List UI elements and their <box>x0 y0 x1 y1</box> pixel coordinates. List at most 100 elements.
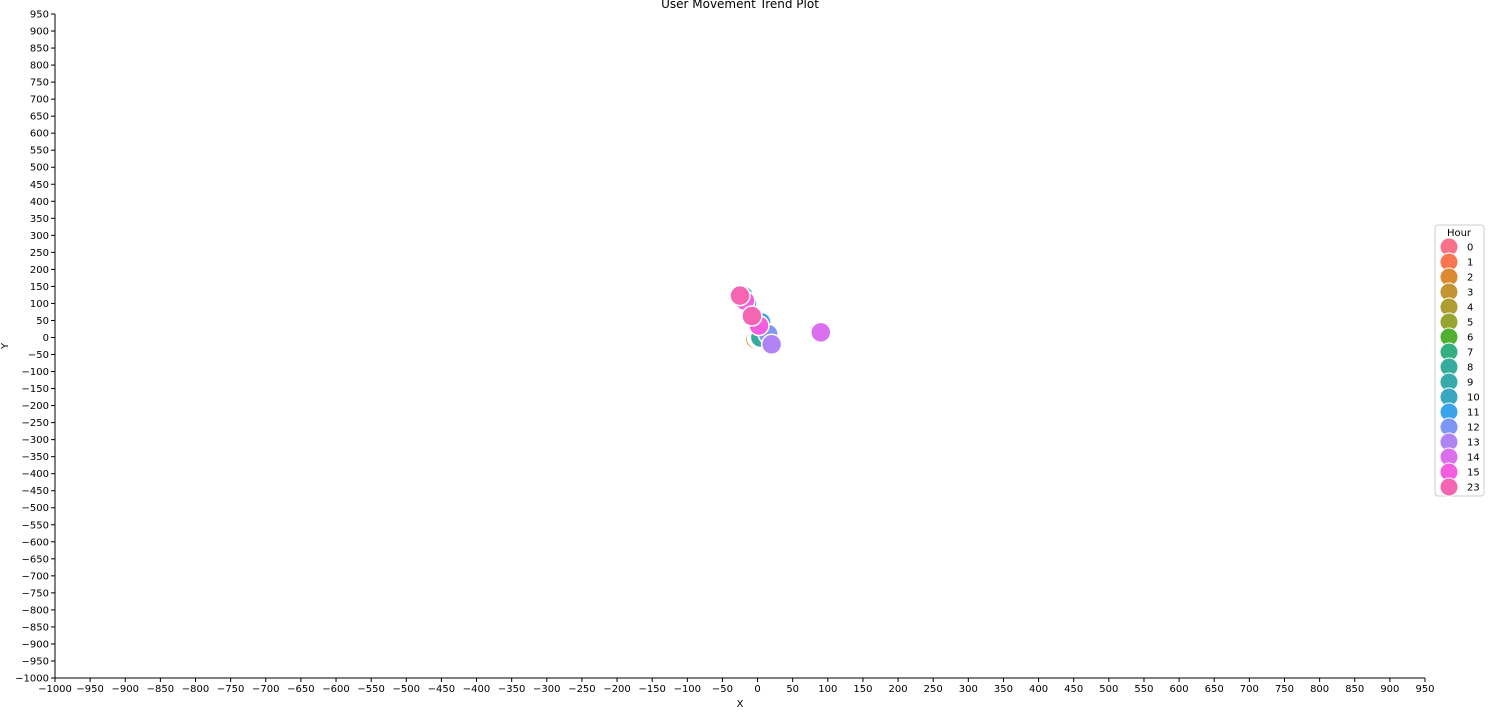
y-tick-label: −850 <box>22 622 49 633</box>
y-tick-label: −600 <box>22 537 49 548</box>
y-tick-label: −650 <box>22 554 49 565</box>
x-tick-label: 400 <box>1029 684 1048 695</box>
legend-entry: 11 <box>1439 402 1480 422</box>
legend-label: 11 <box>1467 408 1480 419</box>
y-tick-label: 200 <box>30 265 49 276</box>
y-axis-title: Y <box>0 342 11 350</box>
x-axis: −1000 −950 −900 −850 −800 −750 −700 −650 −600 −55… <box>38 677 1435 695</box>
y-tick-label: 450 <box>30 180 49 191</box>
y-tick-label: −500 <box>22 503 49 514</box>
y-tick-label: 0 <box>43 333 49 344</box>
x-tick-label: 300 <box>959 684 978 695</box>
x-tick-label: 950 <box>1415 684 1434 695</box>
y-tick-label: −700 <box>22 571 49 582</box>
legend-entry: 10 <box>1439 387 1480 407</box>
x-tick-label: −500 <box>393 684 420 695</box>
y-tick-label: −150 <box>22 384 49 395</box>
x-axis-title: X <box>737 699 744 710</box>
y-tick-label: −100 <box>22 367 49 378</box>
x-tick-label: 850 <box>1345 684 1364 695</box>
legend-label: 6 <box>1467 333 1473 344</box>
y-tick-label: 550 <box>30 146 49 157</box>
x-tick-label: 50 <box>786 684 799 695</box>
y-tick-label: −550 <box>22 520 49 531</box>
x-tick-label: −750 <box>217 684 244 695</box>
y-tick-label: −200 <box>22 401 49 412</box>
x-tick-label: −950 <box>76 684 103 695</box>
y-tick-label: −250 <box>22 418 49 429</box>
scatter-point <box>760 333 783 356</box>
y-tick-label: 500 <box>30 163 49 174</box>
x-tick-label: 100 <box>818 684 837 695</box>
legend-label: 2 <box>1467 273 1473 284</box>
y-tick-label: 300 <box>30 231 49 242</box>
y-tick-label: 400 <box>30 197 49 208</box>
legend-entry: 15 <box>1439 462 1480 482</box>
legend-title: Hour <box>1447 228 1472 239</box>
y-tick-label: 750 <box>30 78 49 89</box>
legend-entry: 9 <box>1439 372 1473 392</box>
x-tick-label: −700 <box>252 684 279 695</box>
y-tick-label: −750 <box>22 588 49 599</box>
x-tick-label: −350 <box>498 684 525 695</box>
y-tick-label: −450 <box>22 486 49 497</box>
y-tick-label: 650 <box>30 112 49 123</box>
y-tick-label: −800 <box>22 605 49 616</box>
legend-label: 9 <box>1467 378 1473 389</box>
x-tick-label: −850 <box>147 684 174 695</box>
x-tick-label: 800 <box>1310 684 1329 695</box>
scatter-point <box>810 321 832 344</box>
x-tick-label: −50 <box>712 684 733 695</box>
x-tick-label: 500 <box>1099 684 1118 695</box>
x-tick-label: 550 <box>1134 684 1153 695</box>
x-tick-label: 0 <box>754 684 760 695</box>
legend-label: 1 <box>1467 258 1473 269</box>
legend-label: 7 <box>1467 348 1473 359</box>
x-tick-label: 600 <box>1170 684 1189 695</box>
legend-marker <box>1439 477 1459 497</box>
y-tick-label: 950 <box>30 10 49 21</box>
y-tick-label: −300 <box>22 435 49 446</box>
x-tick-label: 450 <box>1064 684 1083 695</box>
y-tick-label: −350 <box>22 452 49 463</box>
legend-entry: 3 <box>1439 282 1473 302</box>
legend-label: 8 <box>1467 363 1473 374</box>
x-tick-label: −400 <box>463 684 490 695</box>
x-tick-label: −800 <box>182 684 209 695</box>
x-tick-label: −1000 <box>38 684 72 695</box>
y-tick-label: −400 <box>22 469 49 480</box>
y-tick-label: −950 <box>22 656 49 667</box>
x-tick-label: −100 <box>674 684 701 695</box>
y-axis: −1000−950−900−850−800−750−700−650−600−55… <box>15 10 56 685</box>
x-tick-label: 200 <box>889 684 908 695</box>
y-tick-label: 100 <box>30 299 49 310</box>
y-tick-label: 600 <box>30 129 49 140</box>
x-tick-label: −600 <box>322 684 349 695</box>
x-tick-label: 900 <box>1380 684 1399 695</box>
legend-label: 23 <box>1467 483 1480 494</box>
legend-label: 15 <box>1467 468 1480 479</box>
y-tick-label: 800 <box>30 61 49 72</box>
chart-title: User Movement Trend Plot <box>661 0 819 11</box>
x-tick-label: −450 <box>428 684 455 695</box>
legend-label: 5 <box>1467 318 1473 329</box>
y-tick-label: 350 <box>30 214 49 225</box>
y-tick-label: 700 <box>30 95 49 106</box>
y-tick-label: −900 <box>22 639 49 650</box>
legend-label: 12 <box>1467 423 1480 434</box>
legend-label: 10 <box>1467 393 1480 404</box>
x-tick-label: 750 <box>1275 684 1294 695</box>
legend-label: 13 <box>1467 438 1480 449</box>
x-tick-label: 250 <box>924 684 943 695</box>
legend-entry: 23 <box>1439 477 1480 497</box>
x-tick-label: −300 <box>533 684 560 695</box>
x-tick-label: −150 <box>638 684 665 695</box>
x-tick-label: −650 <box>287 684 314 695</box>
legend-label: 3 <box>1467 288 1473 299</box>
x-tick-label: 650 <box>1205 684 1224 695</box>
y-tick-label: −1000 <box>15 674 49 685</box>
y-tick-label: 150 <box>30 282 49 293</box>
